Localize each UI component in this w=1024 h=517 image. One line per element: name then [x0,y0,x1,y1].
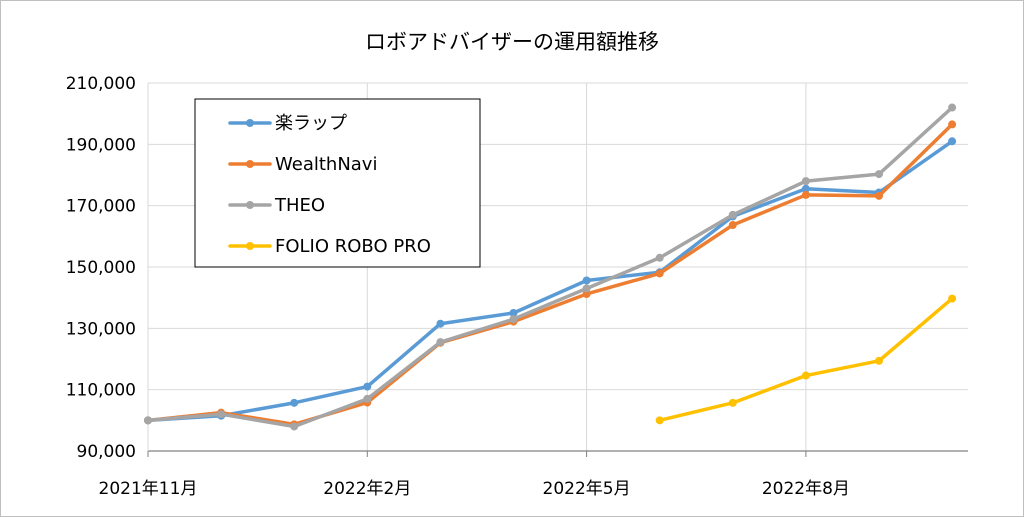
data-point [801,190,810,199]
data-point [363,382,372,391]
x-tick-label: 2022年5月 [543,479,631,499]
legend-label: 楽ラップ [275,113,347,134]
legend-label: THEO [274,195,325,216]
data-point [436,338,445,347]
data-point [509,315,518,324]
legend-swatch-marker [246,242,254,250]
legend-label: FOLIO ROBO PRO [275,236,431,257]
data-point [655,253,664,262]
data-point [948,137,957,146]
data-point [290,398,299,407]
y-tick-label: 190,000 [66,135,136,155]
chart-title: ロボアドバイザーの運用額推移 [365,30,659,54]
data-point [363,394,372,403]
series-line [146,105,954,429]
data-point [875,191,883,200]
legend-label: WealthNavi [275,154,377,175]
series-line [146,122,954,427]
data-point [144,416,152,425]
legend-swatch-marker [246,160,254,168]
data-point [948,103,957,112]
data-point [728,210,737,219]
data-point [728,220,737,229]
legend-swatch-marker [246,201,254,209]
y-tick-label: 170,000 [66,197,136,217]
data-point [436,319,445,328]
axis-layer: 90,000 110,000 130,000 150,000 170,000 190,00… [66,74,968,499]
y-tick-label: 210,000 [66,74,136,94]
y-tick-label: 90,000 [77,442,136,462]
legend: 楽ラップ WealthNavi THEO FOLIO ROBO PRO [194,98,481,268]
data-point [948,120,957,129]
data-point [582,284,591,293]
data-point [801,184,810,193]
data-point [801,177,810,186]
data-point [948,294,957,303]
series-line [146,139,954,423]
data-point [217,410,226,419]
y-tick-label: 110,000 [66,381,136,401]
data-point [728,398,737,407]
data-point [801,371,810,380]
data-point [875,356,883,365]
series-3 [655,294,957,425]
x-tick-label: 2022年2月 [323,479,411,499]
data-point [655,416,664,425]
data-point [875,170,883,179]
data-point [582,276,591,285]
y-tick-label: 130,000 [66,319,136,339]
data-point [655,269,664,278]
legend-box [194,98,481,268]
legend-swatch-marker [246,119,254,127]
series-layer [144,103,957,431]
y-tick-label: 150,000 [66,258,136,278]
x-tick-label: 2021年11月 [99,479,198,499]
data-point [509,309,518,317]
data-point [582,289,591,298]
x-tick-label: 2022年8月 [762,479,850,499]
data-point [290,422,299,431]
series-2 [144,103,957,431]
